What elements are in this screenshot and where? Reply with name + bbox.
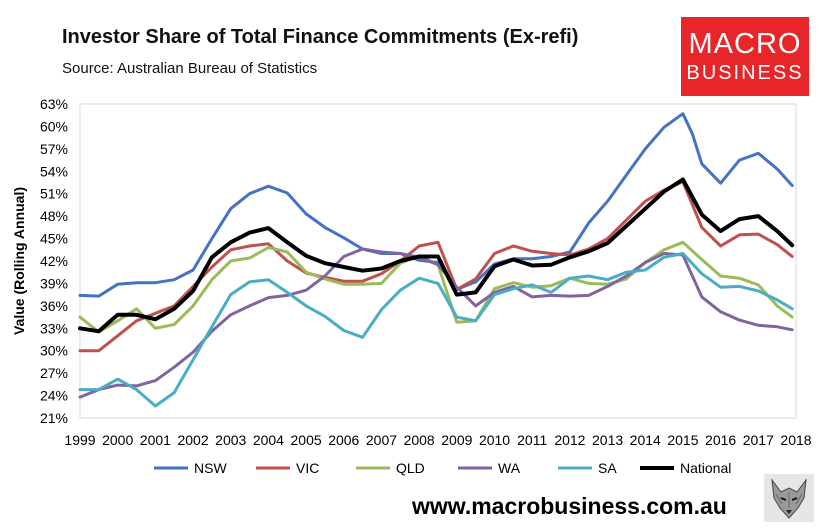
chart-subtitle: Source: Australian Bureau of Statistics: [62, 60, 318, 77]
plot-area-border: [79, 103, 797, 419]
x-tick-label: 2013: [592, 432, 623, 448]
chart-title: Investor Share of Total Finance Commitme…: [62, 26, 579, 48]
y-tick-label: 27%: [40, 365, 68, 381]
x-tick-label: 2010: [479, 432, 510, 448]
legend-label-nsw: NSW: [194, 460, 227, 476]
y-tick-label: 30%: [40, 343, 68, 359]
logo-line1: MACRO: [688, 28, 802, 60]
x-tick-label: 2006: [328, 432, 359, 448]
legend-label-qld: QLD: [396, 460, 425, 476]
series-line-wa: [78, 247, 794, 399]
y-tick-label: 21%: [40, 410, 68, 426]
x-tick-label: 2016: [705, 432, 736, 448]
y-tick-label: 36%: [40, 298, 68, 314]
y-tick-label: 60%: [40, 118, 68, 134]
x-tick-label: 2004: [253, 432, 284, 448]
y-tick-label: 39%: [40, 275, 68, 291]
y-tick-label: 48%: [40, 208, 68, 224]
x-tick-label: 2008: [404, 432, 435, 448]
y-tick-label: 45%: [40, 231, 68, 247]
x-tick-label: 2007: [366, 432, 397, 448]
y-tick-label: 54%: [40, 163, 68, 179]
series-line-sa: [78, 252, 794, 408]
y-tick-label: 42%: [40, 253, 68, 269]
y-tick-label: 51%: [40, 186, 68, 202]
y-axis-label: Value (Rolling Annual): [11, 187, 27, 335]
series-line-nsw: [78, 112, 794, 298]
x-tick-label: 2005: [291, 432, 322, 448]
y-tick-label: 24%: [40, 388, 68, 404]
y-tick-label: 63%: [40, 96, 68, 112]
chart-legend: NSW VIC QLD WA SA National: [154, 460, 731, 476]
x-tick-label: 2009: [441, 432, 472, 448]
legend-label-sa: SA: [598, 460, 617, 476]
x-tick-label: 2011: [517, 432, 547, 448]
x-tick-label: 2001: [140, 432, 171, 448]
legend-label-vic: VIC: [296, 460, 319, 476]
x-tick-label: 2002: [177, 432, 208, 448]
wolf-icon: [764, 474, 814, 522]
website-url: www.macrobusiness.com.au: [412, 493, 727, 519]
x-tick-label: 2018: [780, 432, 811, 448]
logo-line2: BUSINESS: [686, 62, 804, 84]
series-line-vic: [78, 180, 794, 353]
x-tick-label: 2000: [102, 432, 133, 448]
y-tick-label: 33%: [40, 320, 68, 336]
x-axis-ticks: 1999 2000 2001 2002 2003 2004 2005 2006 2007 2008…: [64, 432, 811, 448]
y-axis-ticks: 21% 24% 27% 30% 33% 36% 39% 42% 45% 48% 51% 54% 57% 6…: [40, 96, 68, 426]
x-tick-label: 2014: [630, 432, 661, 448]
macrobusiness-logo: MACRO BUSINESS: [681, 17, 809, 96]
y-tick-label: 57%: [40, 141, 68, 157]
x-tick-label: 1999: [64, 432, 95, 448]
series-line-national: [78, 177, 795, 334]
x-tick-label: 2015: [667, 432, 698, 448]
series-lines: [78, 112, 795, 408]
x-tick-label: 2012: [554, 432, 585, 448]
legend-label-wa: WA: [498, 460, 521, 476]
x-tick-label: 2017: [743, 432, 774, 448]
x-tick-label: 2003: [215, 432, 246, 448]
legend-label-national: National: [680, 460, 731, 476]
